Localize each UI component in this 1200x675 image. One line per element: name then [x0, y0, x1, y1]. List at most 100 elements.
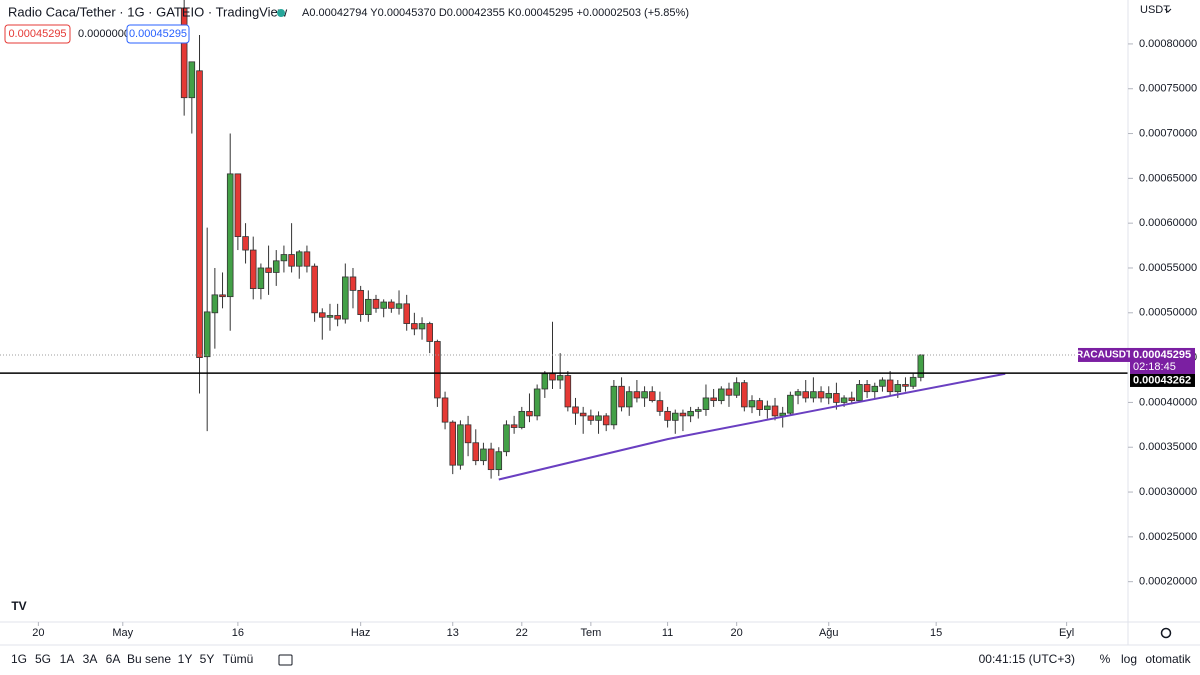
y-tick-label: 0.00040000 — [1139, 396, 1197, 408]
y-tick-label: 0.00025000 — [1139, 531, 1197, 543]
candle-body — [319, 312, 326, 318]
candle-body — [395, 303, 403, 309]
range-button[interactable]: 1G — [11, 652, 27, 666]
x-tick-label: 15 — [930, 627, 942, 639]
candle-body — [886, 379, 894, 393]
candle-body — [188, 61, 196, 99]
candle-body — [403, 303, 410, 324]
range-button[interactable]: 1Y — [178, 652, 193, 666]
candle-body — [748, 400, 756, 408]
candle-body — [426, 323, 433, 342]
candle-body — [219, 294, 226, 298]
candle-body — [449, 421, 457, 466]
candle-body — [518, 410, 526, 428]
currency-chevron — [1164, 8, 1172, 13]
x-tick-label: May — [112, 627, 133, 639]
candle-body — [794, 391, 802, 396]
candle-body — [357, 289, 364, 315]
candle-body — [909, 376, 917, 387]
y-tick-label: 0.00030000 — [1139, 486, 1197, 498]
x-tick-label: 16 — [232, 627, 244, 639]
candle-body — [572, 406, 579, 414]
candle-body — [349, 276, 357, 291]
range-button[interactable]: Bu sene — [127, 652, 171, 666]
y-tick-label: 0.00020000 — [1139, 576, 1197, 588]
candle-body — [464, 424, 472, 444]
clock: 00:41:15 (UTC+3) — [979, 652, 1075, 666]
candle-body — [372, 298, 380, 309]
candle-body — [764, 405, 771, 410]
x-tick-label: 13 — [447, 627, 459, 639]
candle-body — [894, 384, 902, 393]
range-button[interactable]: 5G — [35, 652, 51, 666]
symbol-box — [1078, 347, 1130, 362]
range-button[interactable]: 1A — [60, 652, 75, 666]
candle-body — [472, 442, 480, 462]
candle-body — [641, 391, 648, 399]
candle-body — [656, 400, 664, 412]
bid-price: 0.00045295 — [8, 28, 66, 40]
candle-body — [902, 384, 909, 387]
candle-body — [365, 298, 372, 315]
candle-body — [257, 267, 265, 289]
plot-area — [0, 0, 1128, 481]
price-label: 0.00045295 — [1133, 349, 1191, 361]
range-button[interactable]: 5Y — [200, 652, 215, 666]
x-tick-label: 22 — [516, 627, 528, 639]
range-button[interactable]: 6A — [106, 652, 121, 666]
status-dot — [277, 9, 285, 17]
candle-body — [211, 294, 219, 314]
candle-body — [733, 382, 740, 396]
candle-body — [840, 397, 848, 403]
log-toggle[interactable]: log — [1121, 652, 1137, 666]
candle-body — [326, 315, 334, 318]
y-tick-label: 0.00065000 — [1139, 172, 1197, 184]
candle-body — [756, 400, 763, 410]
percent-toggle[interactable]: % — [1100, 652, 1111, 666]
candle-body — [526, 410, 533, 417]
x-tick-label: 20 — [32, 627, 44, 639]
candle-body — [503, 424, 510, 453]
ask-box — [126, 24, 190, 44]
candle-body — [917, 354, 925, 378]
candle-body — [457, 424, 464, 466]
candle-body — [710, 397, 717, 402]
candle-body — [817, 391, 825, 399]
x-tick-label: 20 — [731, 627, 743, 639]
settings-icon[interactable] — [1160, 627, 1172, 639]
candle-body — [495, 451, 503, 471]
date-range-icon[interactable] — [278, 654, 293, 666]
candle-body — [579, 412, 587, 417]
range-button[interactable]: 3A — [83, 652, 98, 666]
candle-body — [679, 412, 687, 417]
candle-body — [825, 393, 833, 399]
candle-body — [487, 448, 495, 471]
price-box — [1130, 347, 1195, 374]
candle-body — [180, 7, 188, 99]
candle-body — [648, 391, 656, 402]
candle-body — [671, 412, 679, 421]
candle-body — [280, 254, 288, 262]
y-tick-label: 0.00060000 — [1139, 217, 1197, 229]
candle-body — [602, 415, 610, 426]
candle-body — [879, 379, 886, 387]
currency-label[interactable]: USDT — [1140, 4, 1170, 16]
candle-body — [342, 276, 349, 320]
candle-body — [695, 409, 702, 412]
range-button[interactable]: Tümü — [223, 652, 254, 666]
candle-body — [664, 410, 671, 421]
x-tick-label: Haz — [351, 627, 371, 639]
candle-body — [272, 260, 280, 273]
candle-body — [856, 384, 863, 402]
x-tick-label: Eyl — [1059, 627, 1074, 639]
candle-body — [725, 388, 733, 396]
symbol-label: RACAUSDT — [1076, 350, 1132, 361]
y-tick-label: 0.00055000 — [1139, 262, 1197, 274]
spread: 0.00000000 — [78, 28, 136, 40]
candle-body — [741, 382, 748, 408]
candle-body — [249, 249, 257, 289]
candle-body — [441, 397, 449, 423]
candle-body — [418, 323, 426, 330]
auto-toggle[interactable]: otomatik — [1145, 652, 1191, 666]
candle-body — [196, 70, 203, 359]
